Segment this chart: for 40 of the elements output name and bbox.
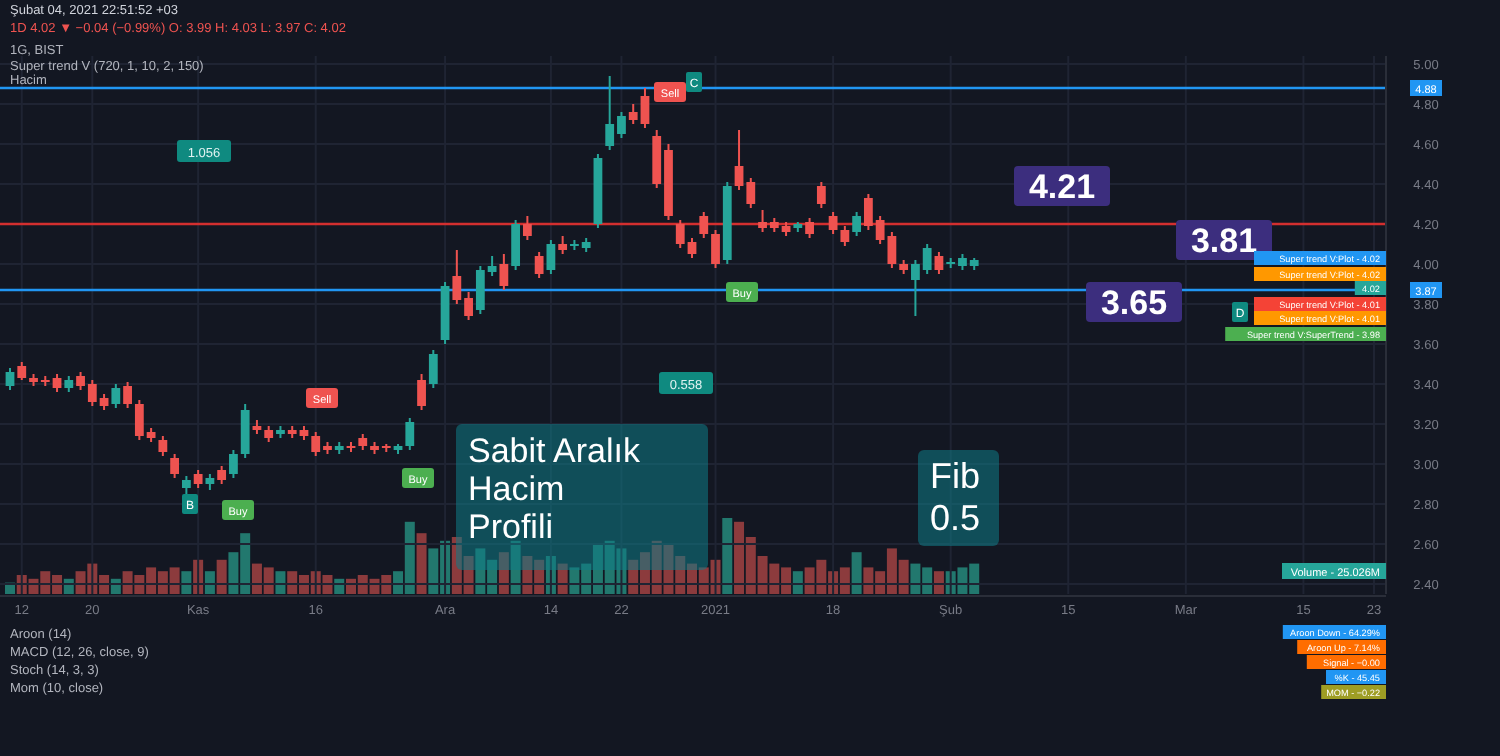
bar — [933, 571, 944, 594]
candlestick — [699, 211, 709, 239]
candlestick — [417, 373, 426, 411]
bar — [792, 571, 803, 594]
annotation: Sabit Aralık Hacim Profili — [468, 432, 641, 546]
annotation: 3.81 — [1190, 222, 1258, 260]
candlestick — [170, 453, 180, 479]
candlestick — [711, 229, 720, 269]
bar — [498, 552, 509, 594]
bar — [204, 571, 215, 594]
bar — [510, 540, 521, 594]
candlestick — [511, 219, 521, 271]
candlestick — [546, 239, 556, 275]
candlestick — [840, 225, 850, 247]
candlestick — [522, 215, 532, 241]
bar — [851, 552, 862, 594]
candlestick — [428, 349, 438, 389]
candlestick — [111, 383, 121, 409]
candlestick — [5, 367, 15, 391]
bar — [557, 563, 568, 594]
candlestick — [805, 217, 814, 239]
candlestick — [158, 435, 168, 457]
annotation: 3.65 — [1100, 284, 1168, 322]
candlestick — [852, 211, 862, 237]
candlestick — [405, 417, 415, 451]
annotation: Fib 0.5 — [930, 456, 981, 538]
bar — [181, 571, 192, 594]
candlestick — [123, 381, 132, 409]
annotation: 4.21 — [1028, 168, 1096, 206]
candlestick — [240, 403, 250, 459]
bar — [275, 571, 286, 594]
bar — [216, 559, 227, 594]
candlestick — [534, 251, 544, 279]
candlestick — [934, 251, 944, 275]
candlestick — [229, 449, 238, 479]
bar — [722, 518, 733, 594]
candlestick — [828, 211, 838, 235]
bar — [416, 533, 427, 594]
candlestick — [499, 253, 509, 291]
candlestick — [816, 181, 826, 209]
